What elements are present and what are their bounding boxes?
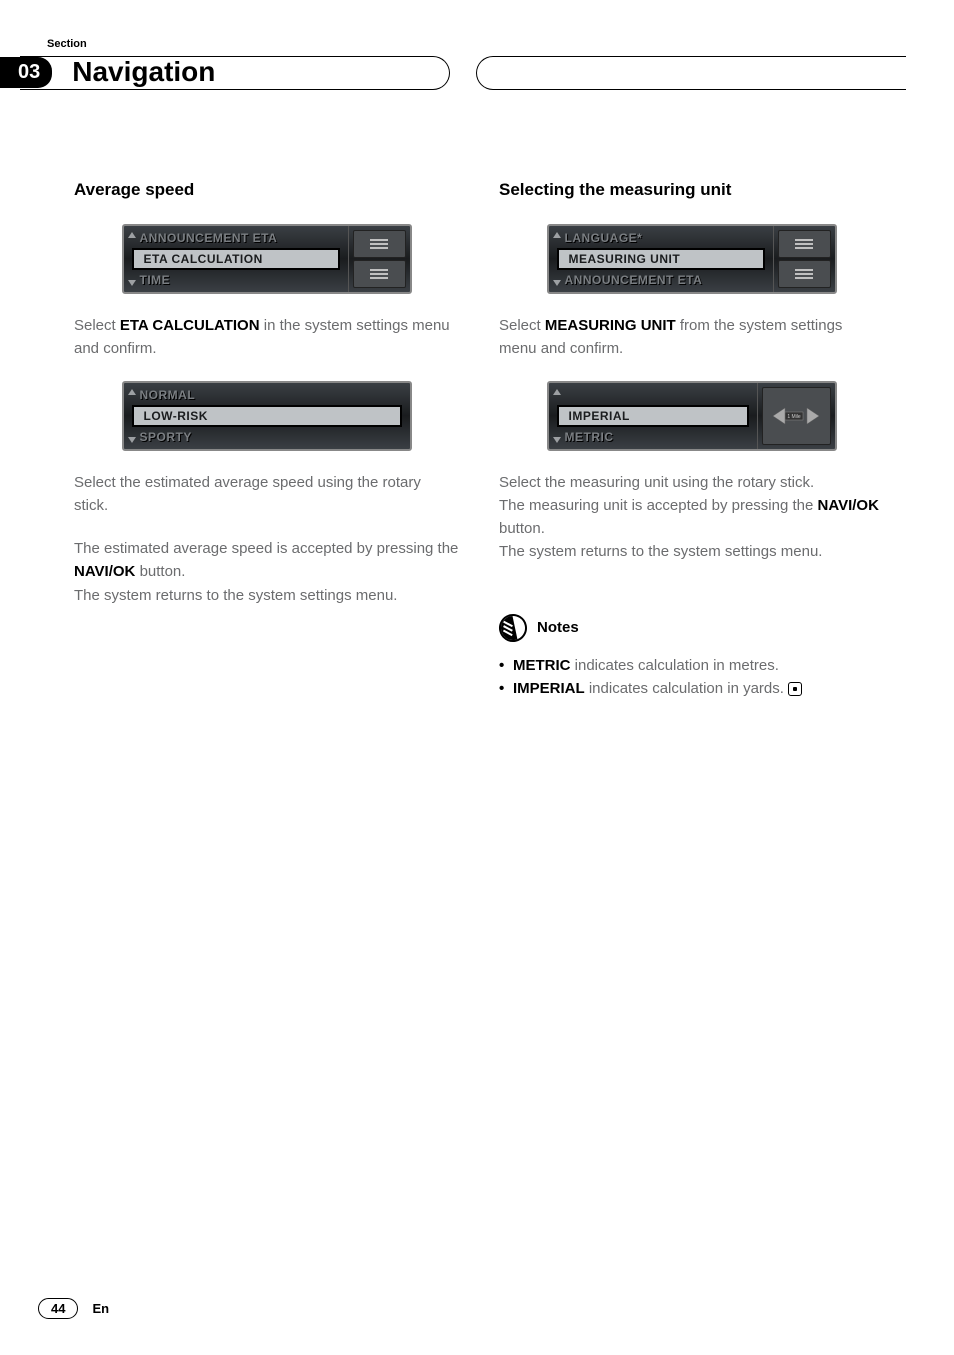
down-arrow-icon <box>553 437 561 443</box>
instruction-text: The system returns to the system setting… <box>74 584 459 607</box>
lcd-row-dim: SPORTY <box>130 428 404 446</box>
bold-text: NAVI/OK <box>818 497 879 514</box>
lcd-row-dim: ANNOUNCEMENT ETA <box>130 229 342 247</box>
instruction-text: Select MEASURING UNIT from the system se… <box>499 314 884 361</box>
bold-text: MEASURING UNIT <box>545 317 676 334</box>
note-item: IMPERIAL indicates calculation in yards. <box>499 677 884 700</box>
lcd-measuring-unit-menu: LANGUAGE* MEASURING UNIT ANNOUNCEMENT ET… <box>547 224 837 294</box>
page-number-badge: 44 <box>38 1298 78 1319</box>
lcd-speed-profile: NORMAL LOW-RISK SPORTY <box>122 381 412 451</box>
up-arrow-icon <box>553 232 561 238</box>
note-item: METRIC indicates calculation in metres. <box>499 654 884 677</box>
lcd-row-selected: LOW-RISK <box>132 405 402 427</box>
lcd-menu-list: ANNOUNCEMENT ETA ETA CALCULATION TIME <box>124 226 348 292</box>
end-section-icon <box>788 682 802 696</box>
svg-text:1 Mile: 1 Mile <box>787 414 801 420</box>
header-row: 03 Navigation <box>0 56 954 88</box>
lcd-row-empty <box>555 386 751 404</box>
right-heading: Selecting the measuring unit <box>499 180 884 200</box>
lcd-row-selected: ETA CALCULATION <box>132 248 340 270</box>
text-span: button. <box>135 563 185 580</box>
notes-title: Notes <box>537 619 579 636</box>
list-icon <box>353 230 406 258</box>
lcd-row-dim: ANNOUNCEMENT ETA <box>555 271 767 289</box>
lcd-icon-panel <box>348 226 410 292</box>
down-arrow-icon <box>553 280 561 286</box>
instruction-text: The estimated average speed is accepted … <box>74 537 459 584</box>
bold-text: NAVI/OK <box>74 563 135 580</box>
instruction-text: Select the measuring unit using the rota… <box>499 471 884 494</box>
lcd-row-selected: MEASURING UNIT <box>557 248 765 270</box>
up-arrow-icon <box>128 389 136 395</box>
text-span: indicates calculation in yards. <box>585 680 784 697</box>
lcd-row-dim: TIME <box>130 271 342 289</box>
notes-header: Notes <box>499 614 884 642</box>
text-span: button. <box>499 520 545 537</box>
text-span: Select <box>74 317 120 334</box>
right-column: Selecting the measuring unit LANGUAGE* M… <box>499 180 884 700</box>
lcd-menu-list: IMPERIAL METRIC <box>549 383 757 449</box>
bold-text: IMPERIAL <box>513 680 585 697</box>
lcd-eta-calculation: ANNOUNCEMENT ETA ETA CALCULATION TIME <box>122 224 412 294</box>
instruction-text: The measuring unit is accepted by pressi… <box>499 494 884 541</box>
lcd-row-dim: NORMAL <box>130 386 404 404</box>
down-arrow-icon <box>128 437 136 443</box>
section-number-badge: 03 <box>0 57 52 88</box>
bold-text: METRIC <box>513 657 571 674</box>
instruction-text: Select ETA CALCULATION in the system set… <box>74 314 459 361</box>
page-footer: 44 En <box>38 1298 109 1319</box>
checklist-icon <box>778 260 831 288</box>
text-span: Select <box>499 317 545 334</box>
checklist-icon <box>353 260 406 288</box>
language-label: En <box>92 1301 109 1316</box>
down-arrow-icon <box>128 280 136 286</box>
left-heading: Average speed <box>74 180 459 200</box>
pencil-note-icon <box>496 611 529 644</box>
section-title: Navigation <box>72 56 215 88</box>
left-column: Average speed ANNOUNCEMENT ETA ETA CALCU… <box>74 180 459 700</box>
up-arrow-icon <box>128 232 136 238</box>
lcd-menu-list: LANGUAGE* MEASURING UNIT ANNOUNCEMENT ET… <box>549 226 773 292</box>
lcd-row-selected: IMPERIAL <box>557 405 749 427</box>
bold-text: ETA CALCULATION <box>120 317 260 334</box>
lcd-icon-panel <box>773 226 835 292</box>
lcd-icon-panel: 1 Mile <box>757 383 835 449</box>
lcd-row-dim: METRIC <box>555 428 751 446</box>
lcd-unit-select: IMPERIAL METRIC 1 Mile <box>547 381 837 451</box>
list-icon <box>778 230 831 258</box>
up-arrow-icon <box>553 389 561 395</box>
map-scale-icon: 1 Mile <box>762 387 831 445</box>
notes-list: METRIC indicates calculation in metres. … <box>499 654 884 701</box>
lcd-row-dim: LANGUAGE* <box>555 229 767 247</box>
text-span: indicates calculation in metres. <box>571 657 779 674</box>
instruction-text: Select the estimated average speed using… <box>74 471 459 518</box>
lcd-menu-list: NORMAL LOW-RISK SPORTY <box>124 383 410 449</box>
text-span: The estimated average speed is accepted … <box>74 540 458 557</box>
content-area: Average speed ANNOUNCEMENT ETA ETA CALCU… <box>74 180 884 700</box>
instruction-text: The system returns to the system setting… <box>499 540 884 563</box>
section-label: Section <box>47 38 87 50</box>
text-span: The measuring unit is accepted by pressi… <box>499 497 818 514</box>
